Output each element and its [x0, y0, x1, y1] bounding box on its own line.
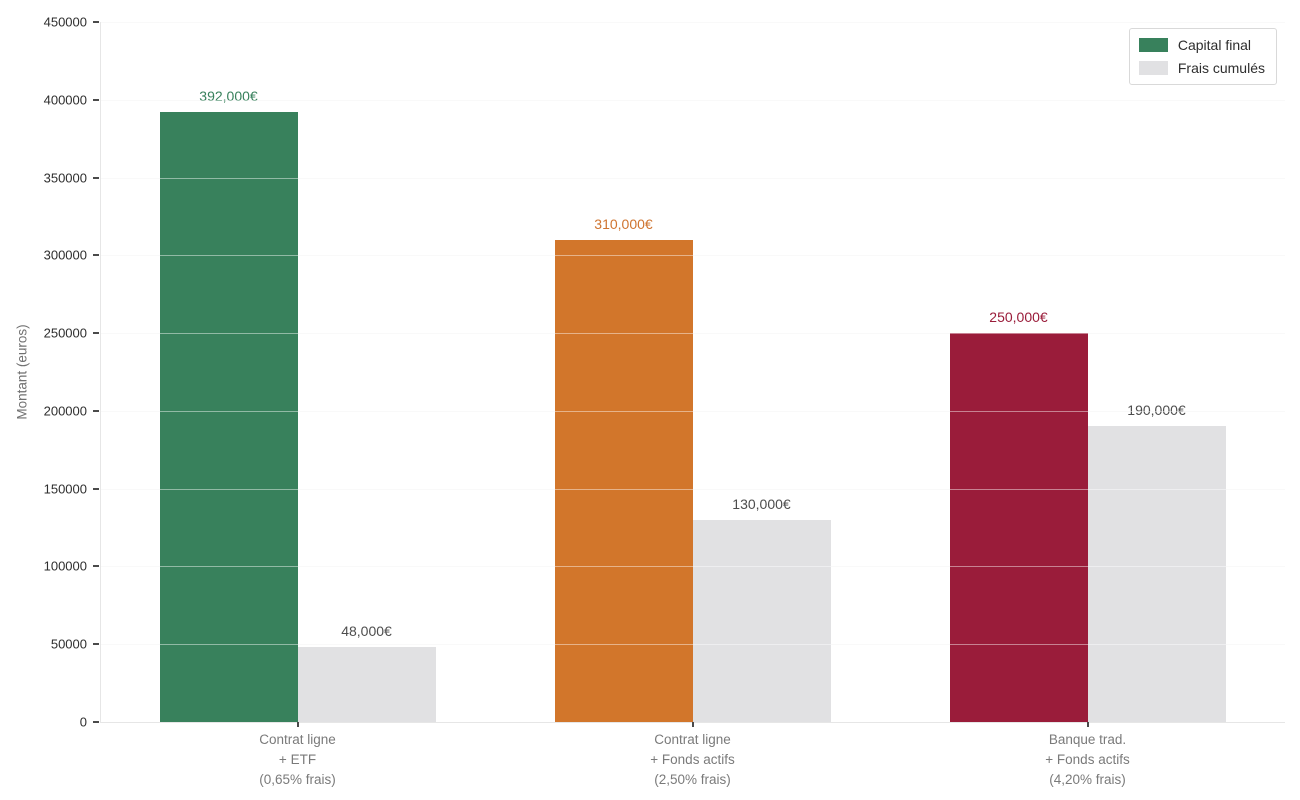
x-category-line: + Fonds actifs — [1045, 752, 1130, 767]
gridline-overlay — [100, 99, 1285, 101]
x-category-label-0: Contrat ligne + ETF (0,65% frais) — [259, 730, 336, 790]
y-tick-label: 200000 — [43, 403, 87, 419]
gridline-overlay — [100, 22, 1285, 23]
y-tick-mark — [93, 98, 99, 101]
x-category-line: Contrat ligne — [259, 732, 336, 747]
x-category-line: Banque trad. — [1048, 732, 1127, 747]
bar-value-label: 392,000€ — [199, 88, 258, 105]
legend-swatch-capital-final-icon — [1138, 38, 1168, 52]
y-axis-line — [100, 22, 101, 722]
bar-capital-final-2 — [949, 333, 1088, 722]
gridline-overlay — [100, 644, 1285, 646]
gridline — [100, 410, 1285, 412]
y-tick-label: 150000 — [43, 481, 87, 497]
y-tick-mark — [93, 254, 99, 257]
gridline — [100, 22, 1285, 23]
x-category-line: (0,65% frais) — [259, 772, 336, 787]
bar-capital-final-0 — [159, 112, 298, 722]
y-tick-mark — [93, 176, 99, 179]
gridline — [100, 255, 1285, 257]
bar-frais-cumules-0 — [297, 647, 436, 722]
bar-value-label: 48,000€ — [341, 623, 392, 640]
x-category-line: Contrat ligne — [654, 732, 731, 747]
x-category-label-1: Contrat ligne + Fonds actifs (2,50% frais) — [650, 730, 734, 790]
bar-frais-cumules-1 — [692, 519, 831, 722]
gridline-overlay — [100, 410, 1285, 412]
x-category-line: + Fonds actifs — [650, 752, 735, 767]
y-tick-label: 300000 — [43, 247, 87, 263]
gridline — [100, 488, 1285, 490]
x-tick-mark — [296, 722, 299, 727]
y-tick-label: 100000 — [43, 558, 87, 574]
bar-value-label: 130,000€ — [732, 495, 791, 512]
y-tick-mark — [93, 409, 99, 412]
bar-value-label: 310,000€ — [594, 215, 653, 232]
y-tick-mark — [93, 21, 99, 23]
y-tick-label: 250000 — [43, 325, 87, 341]
x-tick-mark — [1086, 722, 1089, 727]
legend-label-capital-final: Capital final — [1177, 37, 1252, 53]
y-tick-label: 400000 — [43, 92, 87, 108]
bar-frais-cumules-2 — [1087, 426, 1226, 722]
gridline-overlay — [100, 255, 1285, 257]
y-tick-mark — [93, 643, 99, 646]
y-tick-mark — [93, 565, 99, 568]
gridline-overlay — [100, 177, 1285, 179]
bar-capital-final-1 — [554, 239, 693, 722]
y-tick-mark — [93, 487, 99, 490]
y-axis-title: Montant (euros) — [14, 324, 30, 420]
gridline — [100, 177, 1285, 179]
bar-value-label: 190,000€ — [1127, 402, 1186, 419]
legend: Capital final Frais cumulés — [1128, 28, 1277, 85]
legend-label-frais-cumules: Frais cumulés — [1177, 60, 1265, 76]
y-tick-label: 0 — [79, 714, 87, 730]
y-tick-label: 450000 — [43, 14, 87, 30]
y-tick-mark — [93, 721, 99, 723]
x-tick-mark — [691, 722, 694, 727]
legend-swatch-frais-cumules-icon — [1138, 61, 1168, 75]
y-tick-label: 50000 — [50, 636, 87, 652]
gridline-overlay — [100, 566, 1285, 568]
x-category-line: (4,20% frais) — [1049, 772, 1126, 787]
y-tick-label: 350000 — [43, 170, 87, 186]
y-tick-mark — [93, 332, 99, 335]
legend-item-frais-cumules: Frais cumulés — [1138, 60, 1265, 76]
gridline-overlay — [100, 488, 1285, 490]
x-category-label-2: Banque trad. + Fonds actifs (4,20% frais) — [1045, 730, 1129, 790]
gridline — [100, 99, 1285, 101]
bar-value-label: 250,000€ — [989, 309, 1048, 326]
x-category-line: (2,50% frais) — [654, 772, 731, 787]
x-category-line: + ETF — [278, 752, 317, 767]
gridline-overlay — [100, 333, 1285, 335]
legend-item-capital-final: Capital final — [1138, 37, 1265, 53]
gridline — [100, 333, 1285, 335]
